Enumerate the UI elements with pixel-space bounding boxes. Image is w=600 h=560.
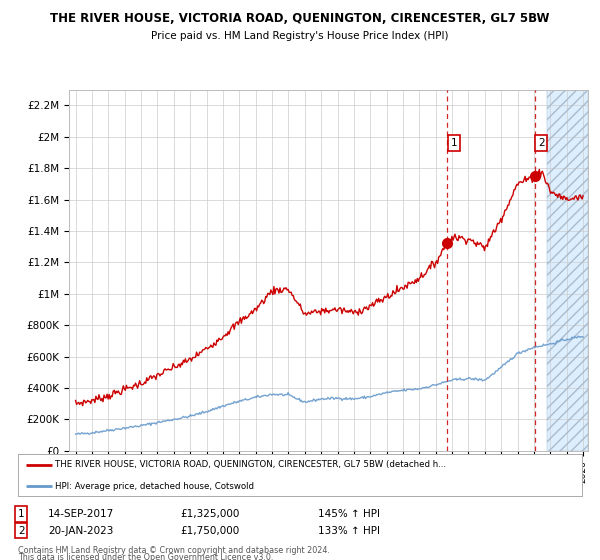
Text: 1: 1 <box>451 138 457 148</box>
Text: 1: 1 <box>18 509 25 519</box>
Text: THE RIVER HOUSE, VICTORIA ROAD, QUENINGTON, CIRENCESTER, GL7 5BW (detached h...: THE RIVER HOUSE, VICTORIA ROAD, QUENINGT… <box>55 460 446 469</box>
Text: 14-SEP-2017: 14-SEP-2017 <box>48 509 114 519</box>
Text: 2: 2 <box>538 138 545 148</box>
Text: THE RIVER HOUSE, VICTORIA ROAD, QUENINGTON, CIRENCESTER, GL7 5BW: THE RIVER HOUSE, VICTORIA ROAD, QUENINGT… <box>50 12 550 25</box>
Text: 145% ↑ HPI: 145% ↑ HPI <box>318 509 380 519</box>
Text: HPI: Average price, detached house, Cotswold: HPI: Average price, detached house, Cots… <box>55 482 254 491</box>
Text: This data is licensed under the Open Government Licence v3.0.: This data is licensed under the Open Gov… <box>18 553 274 560</box>
Text: 2: 2 <box>18 526 25 536</box>
Bar <box>547 90 588 451</box>
Text: £1,750,000: £1,750,000 <box>180 526 239 536</box>
Text: 133% ↑ HPI: 133% ↑ HPI <box>318 526 380 536</box>
Text: 20-JAN-2023: 20-JAN-2023 <box>48 526 113 536</box>
Bar <box>547 90 588 451</box>
Text: £1,325,000: £1,325,000 <box>180 509 239 519</box>
Text: Contains HM Land Registry data © Crown copyright and database right 2024.: Contains HM Land Registry data © Crown c… <box>18 546 330 555</box>
Text: Price paid vs. HM Land Registry's House Price Index (HPI): Price paid vs. HM Land Registry's House … <box>151 31 449 41</box>
